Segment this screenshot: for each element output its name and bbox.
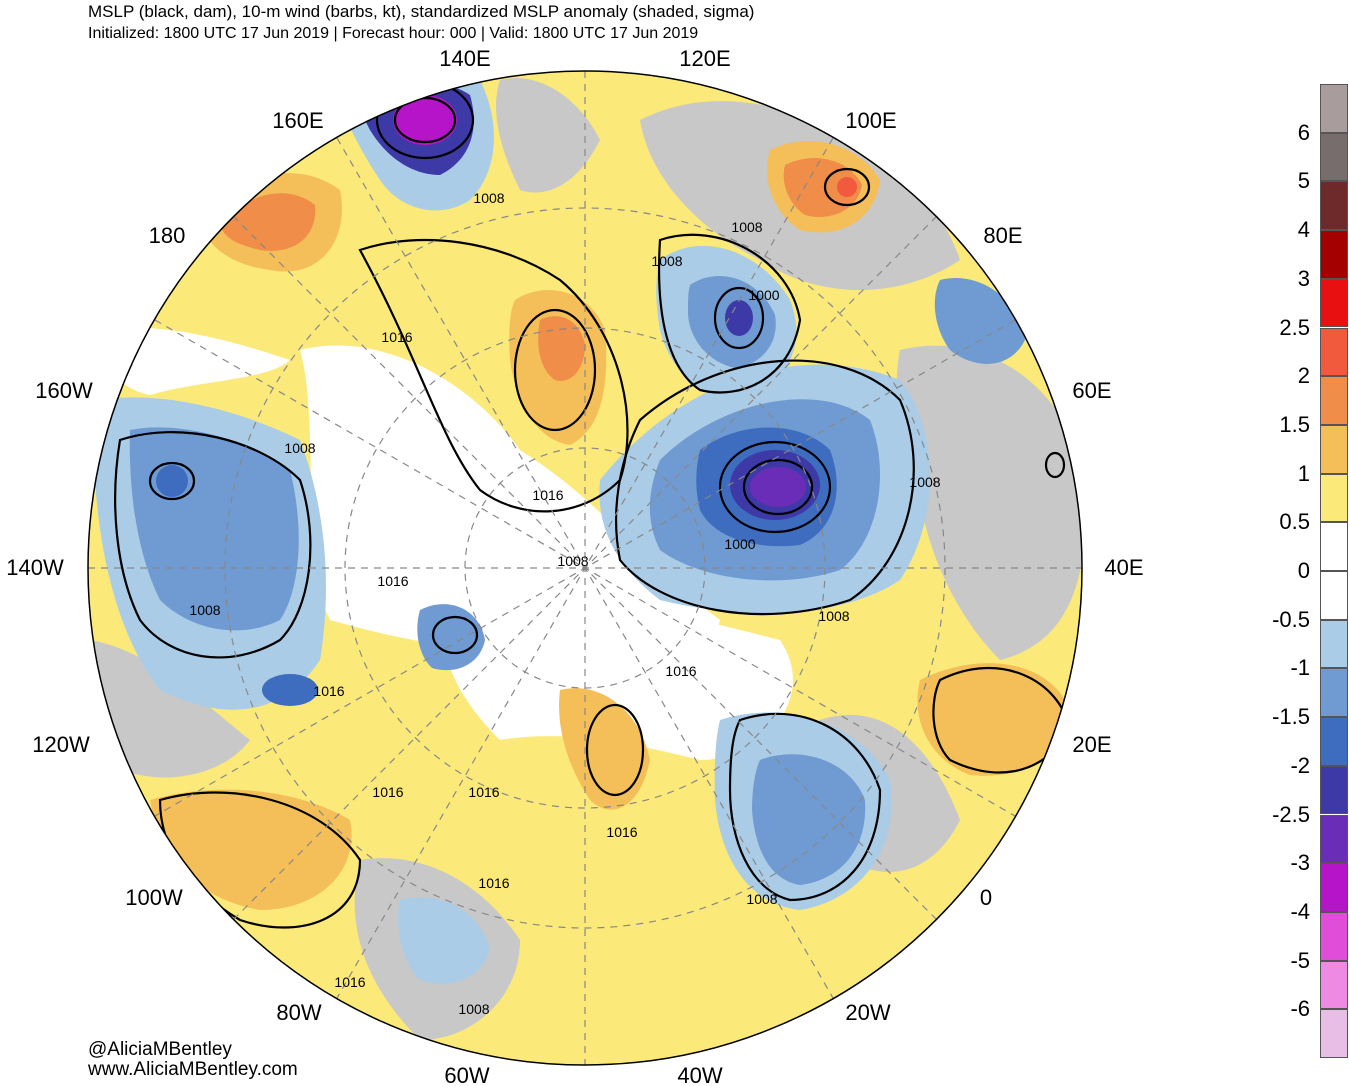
colorbar-label: -2: [1290, 752, 1310, 778]
longitude-label: 180: [149, 223, 186, 248]
colorbar-label: -6: [1290, 996, 1310, 1022]
longitude-label: 120W: [32, 732, 90, 757]
colorbar-label: -1.5: [1272, 704, 1310, 730]
colorbar-swatch: [1320, 522, 1348, 571]
isobar-label: 1008: [458, 1001, 489, 1017]
longitude-label: 80E: [983, 223, 1022, 248]
isobar-label: 1016: [478, 875, 509, 891]
isobar-label: 1008: [651, 253, 682, 269]
longitude-label: 160E: [272, 108, 323, 133]
isobar-label: 1008: [557, 553, 588, 569]
colorbar-swatch: [1320, 717, 1348, 766]
isobar-label: 1008: [909, 474, 940, 490]
longitude-label: 140W: [6, 555, 64, 580]
isobar-label: 1000: [748, 287, 779, 303]
colorbar-swatch: [1320, 473, 1348, 523]
isobar-label: 1016: [606, 824, 637, 840]
colorbar-swatch: [1320, 619, 1348, 669]
colorbar-swatch: [1320, 278, 1348, 328]
isobar-label: 1016: [334, 974, 365, 990]
isobar-label: 1000: [724, 536, 755, 552]
colorbar-label: 4: [1297, 217, 1310, 243]
colorbar-label: 5: [1297, 168, 1310, 194]
colorbar-label: -5: [1290, 947, 1310, 973]
longitude-label: 160W: [35, 378, 93, 403]
colorbar-label: -1: [1290, 655, 1310, 681]
colorbar-label: 0: [1297, 558, 1310, 583]
longitude-label: 40E: [1104, 555, 1143, 580]
colorbar-label: 1: [1297, 460, 1310, 486]
isobar-label: 1016: [372, 784, 403, 800]
longitude-label: 100W: [125, 885, 183, 910]
map-subtitle: Initialized: 1800 UTC 17 Jun 2019 | Fore…: [88, 25, 699, 42]
colorbar-swatch: [1320, 181, 1348, 231]
colorbar-label: 2: [1297, 363, 1310, 389]
longitude-label: 80W: [276, 1000, 321, 1025]
longitude-label: 60W: [444, 1063, 489, 1086]
colorbar-swatch: [1320, 424, 1348, 474]
map-disc: [88, 71, 1082, 1065]
colorbar-swatch: [1320, 132, 1348, 182]
colorbar-swatch: [1320, 765, 1348, 815]
isobar-label: 1016: [381, 329, 412, 345]
longitude-label: 0: [980, 885, 992, 910]
colorbar-swatch: [1320, 863, 1348, 912]
isobar-label: 1008: [818, 608, 849, 624]
colorbar-label: -2.5: [1272, 801, 1310, 827]
isobar-labels: 1008 1008 1016 1008 1000 1008 1016 1008 1000 1008…: [189, 190, 940, 1017]
longitude-label: 40W: [677, 1063, 722, 1086]
isobar-label: 1008: [284, 440, 315, 456]
colorbar-swatch: [1320, 960, 1348, 1010]
isobar-label: 1016: [377, 573, 408, 589]
colorbar-label: -4: [1290, 898, 1310, 924]
colorbar-swatch: [1320, 571, 1348, 620]
colorbar-swatch: [1320, 814, 1348, 864]
map-boundary: [87, 70, 1083, 1066]
isobar-label: 1016: [665, 663, 696, 679]
author-website: www.AliciaMBentley.com: [88, 1059, 298, 1080]
colorbar-label: 2.5: [1279, 314, 1310, 340]
author-handle: @AliciaMBentley: [88, 1039, 232, 1060]
longitude-label: 120E: [679, 46, 730, 71]
isobar-label: 1016: [313, 683, 344, 699]
longitude-label: 60E: [1072, 378, 1111, 403]
isobar-label: 1016: [532, 487, 563, 503]
colorbar-swatch: [1320, 911, 1348, 961]
colorbar-swatch: [1320, 668, 1348, 718]
colorbar-swatch: [1320, 230, 1348, 279]
map-title: MSLP (black, dam), 10-m wind (barbs, kt)…: [88, 2, 755, 21]
colorbar-label: -3: [1290, 850, 1310, 876]
longitude-labels: 140E 120E 160E 100E 180 80E 160W 60E 140W 40E 120W…: [6, 46, 1143, 1086]
colorbar-label: 0.5: [1279, 509, 1310, 535]
colorbar-label: 3: [1297, 265, 1310, 291]
colorbar-label: -0.5: [1272, 606, 1310, 632]
colorbar-swatch: [1320, 376, 1348, 425]
isobar-label: 1008: [746, 891, 777, 907]
longitude-label: 140E: [439, 46, 490, 71]
colorbar-swatch: [1320, 1009, 1348, 1058]
longitude-label: 20E: [1072, 732, 1111, 757]
isobar-label: 1008: [473, 190, 504, 206]
isobar-label: 1016: [468, 784, 499, 800]
colorbar-label: 6: [1297, 119, 1310, 145]
longitude-label: 20W: [845, 1000, 890, 1025]
colorbar-label: 1.5: [1279, 411, 1310, 437]
colorbar-swatch: [1320, 84, 1348, 133]
isobar-label: 1008: [731, 219, 762, 235]
longitude-label: 100E: [845, 108, 896, 133]
colorbar-swatch: [1320, 327, 1348, 377]
isobar-label: 1008: [189, 602, 220, 618]
polar-map: 140E 120E 160E 100E 180 80E 160W 60E 140W 40E 120W…: [6, 46, 1143, 1086]
